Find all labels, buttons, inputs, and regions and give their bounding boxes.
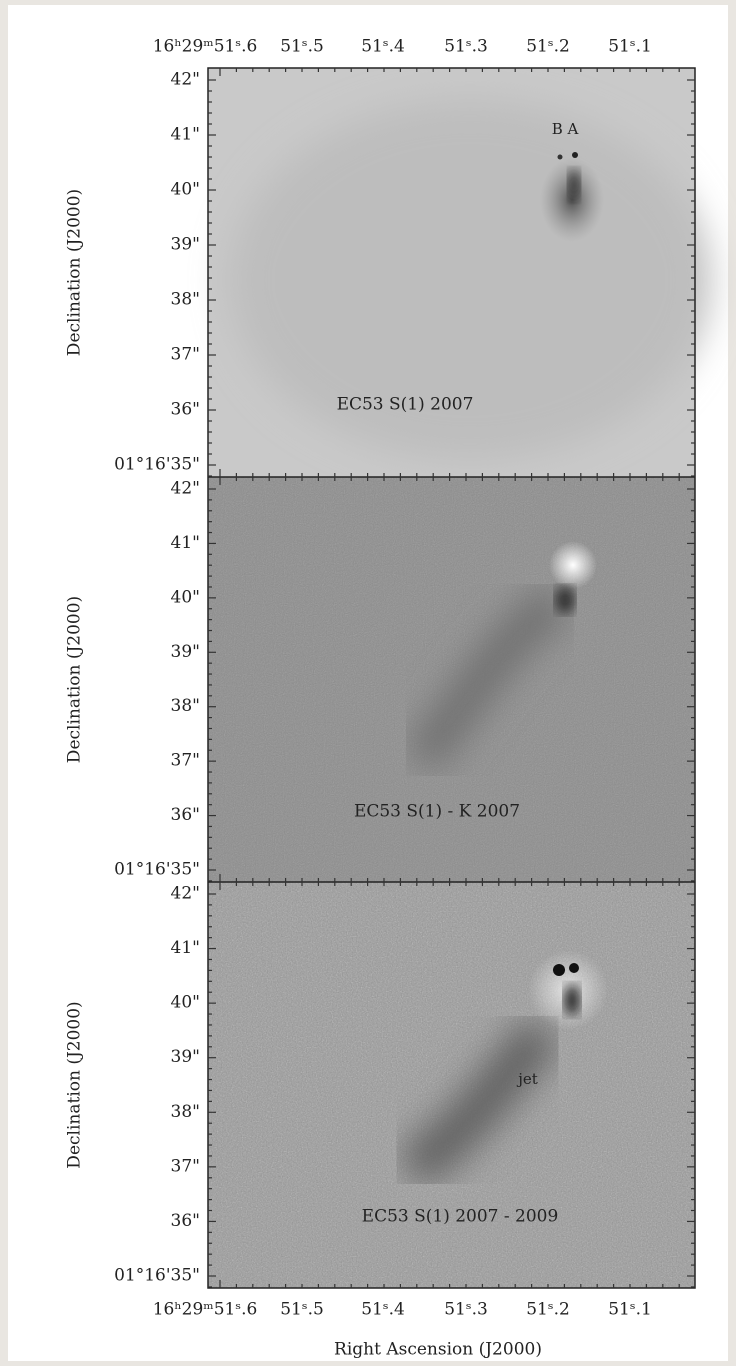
dec-label: 39" [171, 1047, 200, 1067]
dec-label: 01°16'35" [114, 860, 200, 880]
bright-source [549, 541, 597, 589]
dec-label: 41" [171, 533, 200, 553]
knot [564, 984, 580, 1016]
y-axis-label: Declination (J2000) [65, 1001, 85, 1168]
page: Right Ascension (J2000) 16ʰ29ᵐ51ˢ.6 51ˢ.5… [0, 0, 736, 1366]
ra-label-top: 51ˢ.5 [280, 37, 324, 57]
dec-label: 40" [171, 180, 200, 200]
dec-label: 39" [171, 235, 200, 255]
image-noise [208, 882, 695, 1288]
ra-label-bottom: 16ʰ29ᵐ51ˢ.6 [153, 1300, 258, 1320]
ra-label-bottom: 51ˢ.5 [280, 1300, 324, 1320]
source-b [558, 155, 563, 160]
knot [553, 964, 565, 976]
dec-label: 38" [171, 290, 200, 310]
dec-label: 36" [171, 400, 200, 420]
dec-label: 37" [171, 345, 200, 365]
source-a [572, 152, 578, 158]
dec-label: 37" [171, 1156, 200, 1176]
ra-label-top: 51ˢ.2 [526, 37, 570, 57]
dec-label: 38" [171, 1102, 200, 1122]
annotation: B A [552, 120, 579, 138]
dec-label: 40" [171, 993, 200, 1013]
ra-label-bottom: 51ˢ.4 [361, 1300, 405, 1320]
ra-label-bottom: 51ˢ.1 [608, 1300, 652, 1320]
dec-label: 01°16'35" [114, 1266, 200, 1286]
dec-label: 39" [171, 642, 200, 662]
source-core [568, 169, 580, 201]
ra-label-bottom: 51ˢ.2 [526, 1300, 570, 1320]
ra-label-top: 16ʰ29ᵐ51ˢ.6 [153, 37, 258, 57]
panel-caption: EC53 S(1) - K 2007 [354, 802, 520, 822]
figure: Right Ascension (J2000) 16ʰ29ᵐ51ˢ.6 51ˢ.5… [0, 0, 736, 1366]
dec-label: 36" [171, 805, 200, 825]
knot [569, 963, 579, 973]
dec-label: 41" [171, 938, 200, 958]
ra-label-top: 51ˢ.1 [608, 37, 652, 57]
dec-label: 36" [171, 1211, 200, 1231]
dec-label: 01°16'35" [114, 455, 200, 475]
annotation: jet [516, 1070, 538, 1088]
ra-label-top: 51ˢ.3 [444, 37, 488, 57]
dec-label: 42" [171, 884, 200, 904]
panel-caption: EC53 S(1) 2007 - 2009 [362, 1207, 559, 1227]
panel-caption: EC53 S(1) 2007 [337, 395, 474, 415]
dec-label: 41" [171, 125, 200, 145]
dark-knot [555, 586, 575, 614]
ra-label-bottom: 51ˢ.3 [444, 1300, 488, 1320]
y-axis-label: Declination (J2000) [65, 596, 85, 763]
dec-label: 42" [171, 70, 200, 90]
dec-label: 37" [171, 751, 200, 771]
dec-label: 42" [171, 479, 200, 499]
dec-label: 40" [171, 587, 200, 607]
x-axis-label: Right Ascension (J2000) [334, 1340, 542, 1360]
ra-label-top: 51ˢ.4 [361, 37, 405, 57]
y-axis-label: Declination (J2000) [65, 189, 85, 356]
dec-label: 38" [171, 696, 200, 716]
